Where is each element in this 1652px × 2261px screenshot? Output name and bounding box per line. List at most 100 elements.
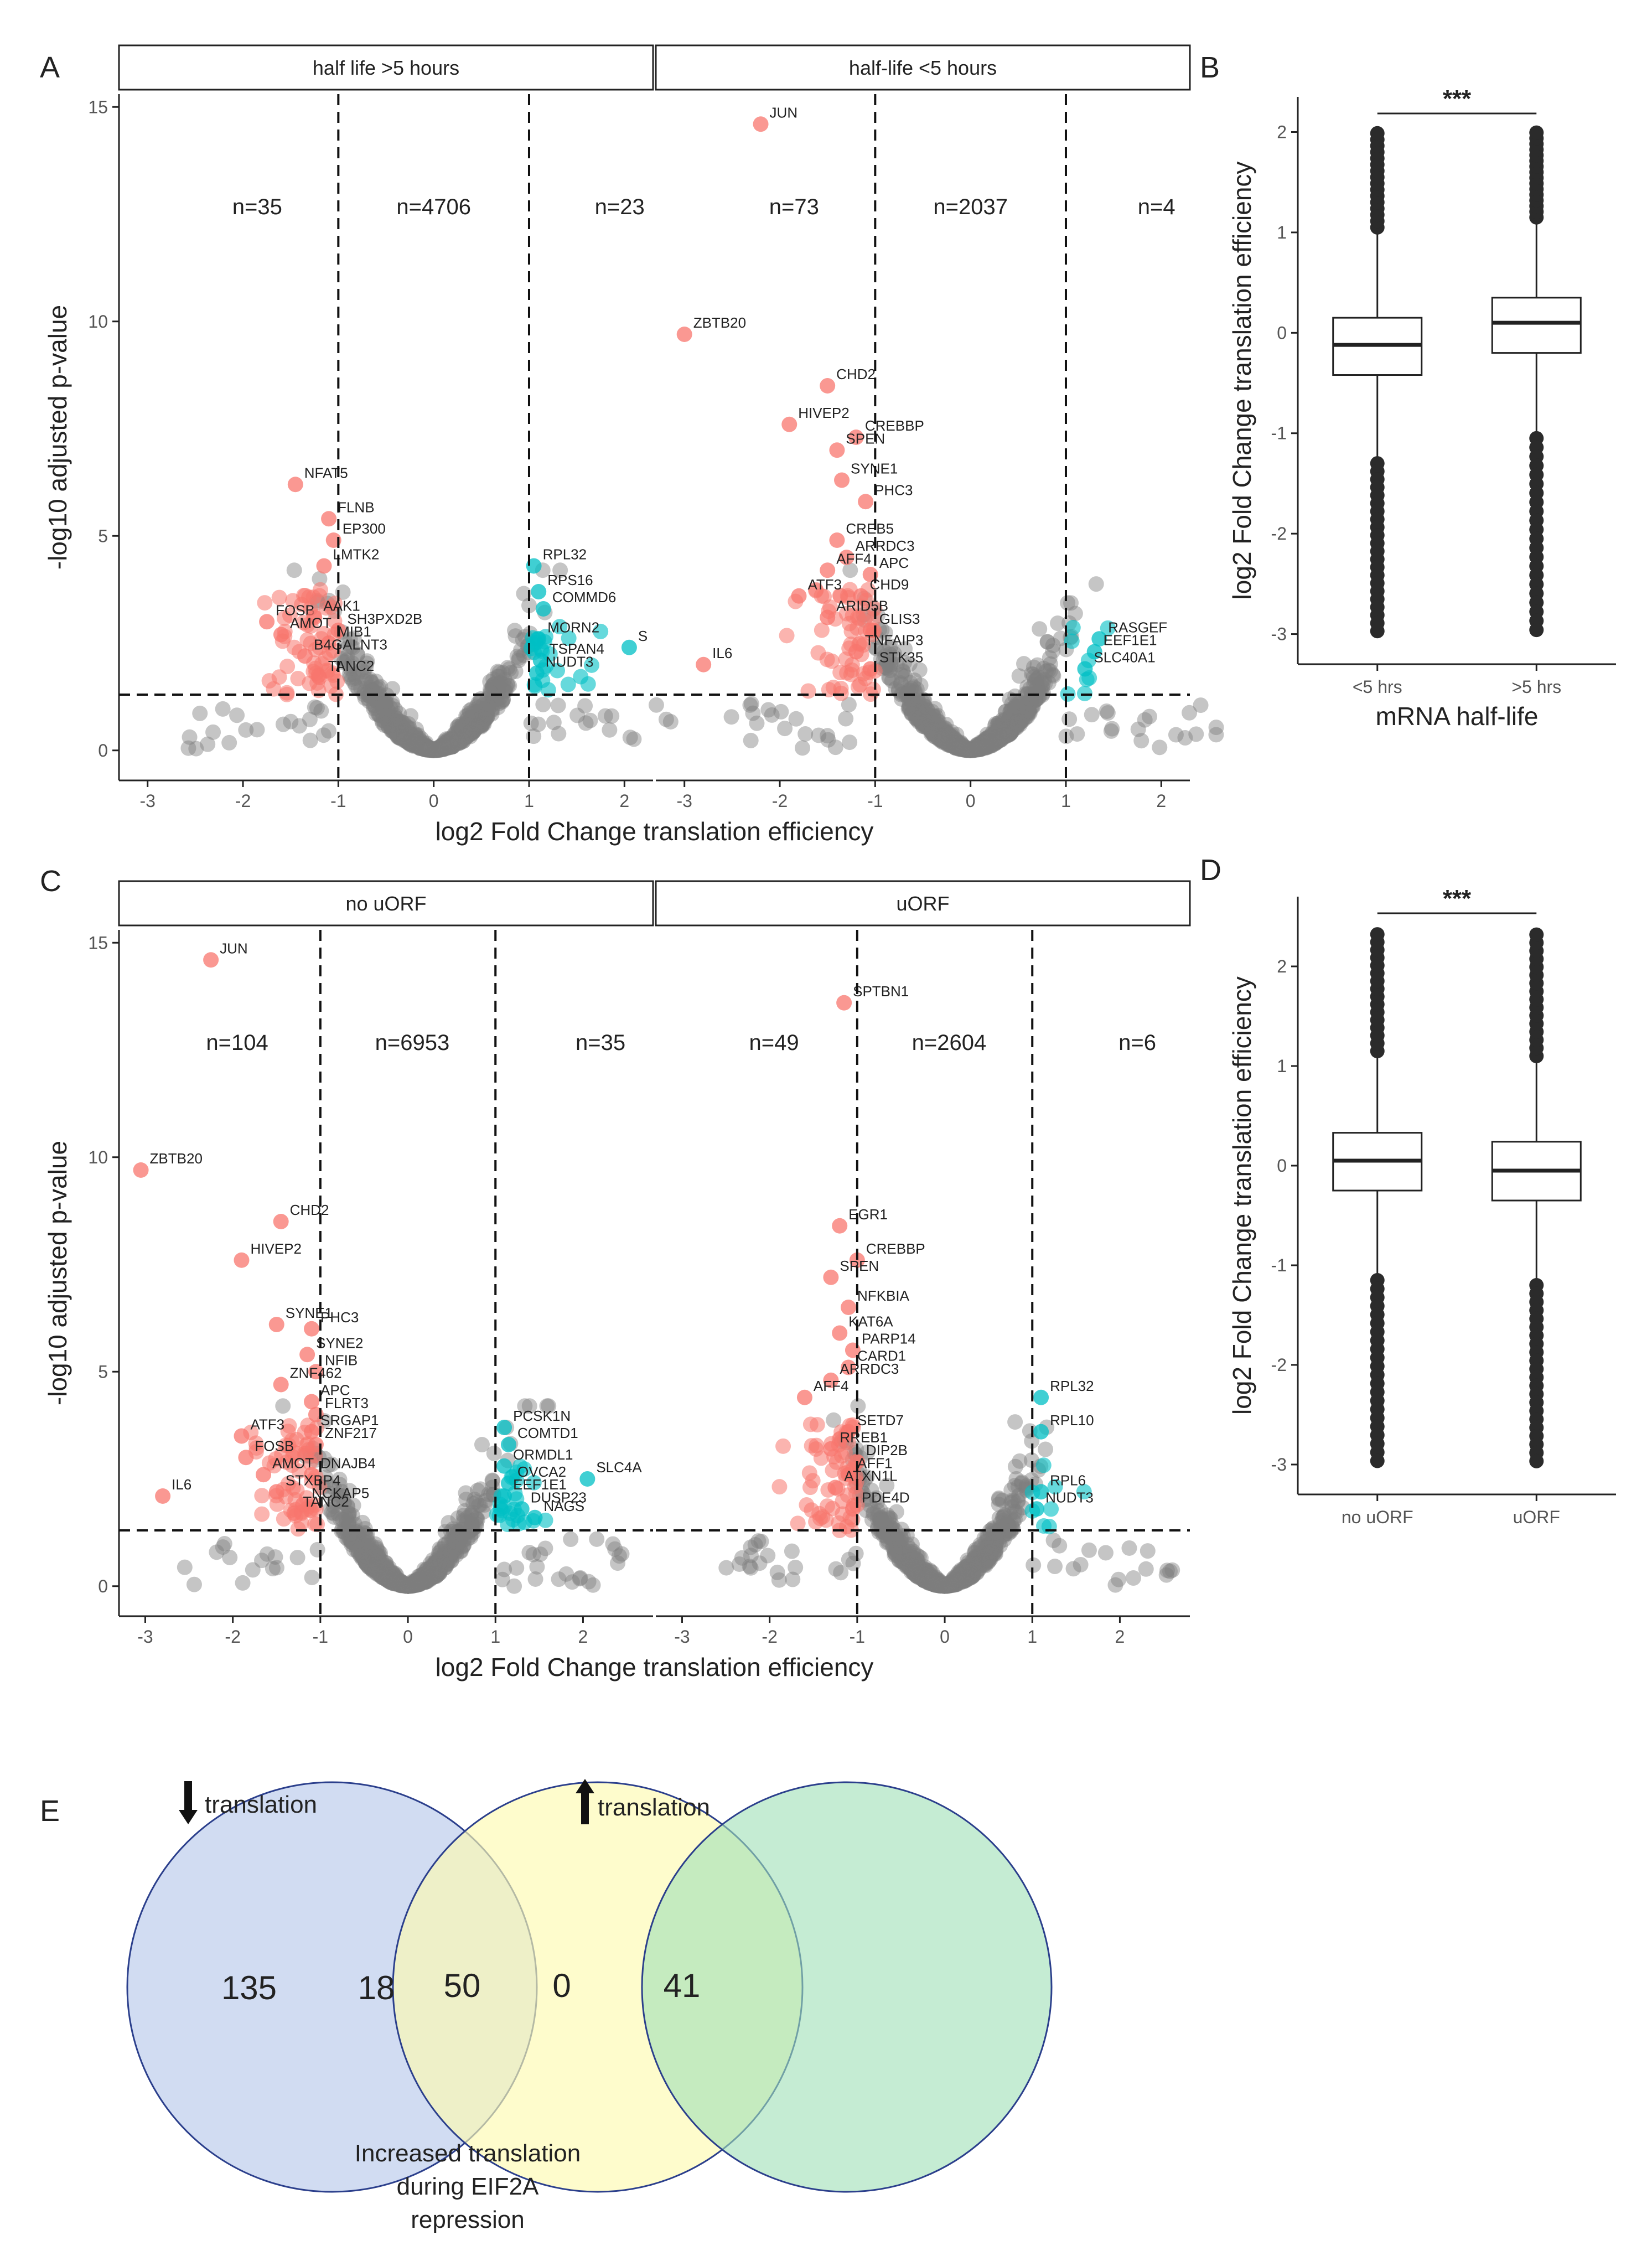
- scatter-point-ns: [401, 724, 417, 740]
- scatter-point-ns: [469, 713, 485, 729]
- scatter-point-ns: [275, 1398, 291, 1414]
- gene-label: CREB5: [846, 520, 894, 537]
- scatter-point-ns: [422, 742, 438, 758]
- y-tick-label: 5: [98, 1362, 108, 1382]
- y-tick-label: -3: [1271, 1455, 1287, 1474]
- scatter-point-ns: [463, 715, 479, 731]
- scatter-point-ns: [371, 707, 387, 723]
- gene-label: ZBTB20: [693, 314, 746, 331]
- scatter-point-ns: [456, 729, 472, 745]
- scatter-point-ns: [444, 732, 460, 748]
- scatter-point-ns: [428, 742, 444, 758]
- scatter-point-ns: [1088, 576, 1104, 592]
- scatter-point-ns: [444, 736, 460, 752]
- x-tick-label: 0: [429, 791, 439, 811]
- scatter-point-ns: [648, 697, 664, 713]
- gene-label: ORMDL1: [513, 1446, 573, 1463]
- gene-label: CREBBP: [866, 1240, 925, 1257]
- scatter-point-ns: [451, 732, 467, 748]
- scatter-point-ns: [375, 712, 391, 728]
- scatter-point-ns: [381, 703, 397, 720]
- scatter-point-ns: [398, 732, 415, 748]
- scatter-point-ns: [388, 713, 404, 729]
- gene-point: [791, 588, 807, 604]
- scatter-point-ns: [484, 706, 500, 722]
- scatter-point-ns: [908, 703, 924, 720]
- scatter-point-ns: [370, 692, 386, 708]
- scatter-point-ns: [410, 735, 426, 751]
- scatter-point-ns: [385, 681, 401, 697]
- point-cloud: [718, 1398, 1180, 1594]
- scatter-point-down: [279, 685, 295, 701]
- scatter-point-ns: [428, 742, 444, 758]
- scatter-point-ns: [436, 741, 452, 756]
- scatter-point-ns: [521, 597, 537, 613]
- scatter-point-ns: [410, 727, 426, 743]
- scatter-point-ns: [402, 734, 418, 750]
- count-label: n=4706: [396, 195, 471, 219]
- scatter-point-ns: [424, 742, 441, 758]
- scatter-point-ns: [393, 728, 410, 744]
- scatter-point-ns: [464, 725, 480, 741]
- x-tick-label: -2: [762, 1627, 777, 1647]
- gene-point: [696, 656, 712, 672]
- scatter-point-down: [779, 628, 795, 644]
- gene-point: [621, 639, 637, 655]
- scatter-point-ns: [464, 712, 480, 728]
- scatter-point-ns: [400, 731, 416, 747]
- scatter-point-ns: [410, 732, 426, 748]
- scatter-point-ns: [402, 736, 418, 752]
- y-tick-label: -1: [1271, 1255, 1287, 1275]
- scatter-point-ns: [1140, 1543, 1156, 1559]
- scatter-point-ns: [432, 742, 448, 758]
- y-tick-label: 10: [88, 1147, 108, 1167]
- gene-label: RPL32: [1050, 1378, 1094, 1394]
- scatter-point-ns: [411, 735, 427, 751]
- count-label: n=73: [769, 195, 819, 219]
- scatter-point-ns: [797, 726, 814, 742]
- scatter-point-ns: [465, 703, 481, 720]
- scatter-point-ns: [378, 715, 394, 731]
- scatter-point-ns: [501, 677, 517, 694]
- scatter-point-ns: [186, 1576, 202, 1592]
- x-tick-label: 2: [619, 791, 629, 811]
- scatter-point-ns: [607, 1541, 623, 1557]
- scatter-point-ns: [384, 695, 400, 711]
- scatter-point-ns: [397, 733, 413, 749]
- scatter-point-ns: [1164, 1562, 1180, 1578]
- venn-count-down-middle: 18: [358, 1969, 395, 2006]
- scatter-point-ns: [389, 725, 405, 741]
- scatter-point-ns: [433, 742, 449, 758]
- scatter-point-ns: [1004, 1520, 1020, 1536]
- y-tick-label: 1: [1277, 223, 1287, 242]
- scatter-point-ns: [469, 718, 485, 734]
- scatter-point-ns: [401, 733, 417, 749]
- scatter-point-ns: [454, 731, 470, 747]
- y-tick-label: 0: [98, 1576, 108, 1596]
- scatter-point-ns: [400, 720, 416, 736]
- gene-point: [579, 1471, 595, 1487]
- gene-label: KAT6A: [848, 1313, 893, 1330]
- scatter-point-ns: [382, 712, 398, 728]
- x-axis-title: log2 Fold Change translation efficiency: [436, 817, 874, 846]
- y-tick-label: -1: [1271, 423, 1287, 443]
- gene-label: ZBTB20: [150, 1150, 203, 1167]
- scatter-point-ns: [482, 681, 498, 697]
- scatter-point-ns: [419, 740, 435, 756]
- scatter-point-ns: [436, 739, 452, 755]
- scatter-point-ns: [407, 736, 423, 752]
- scatter-point-ns: [438, 738, 454, 754]
- count-label: n=6953: [375, 1031, 450, 1055]
- scatter-point-ns: [385, 721, 401, 737]
- scatter-point-ns: [449, 734, 465, 751]
- scatter-point-ns: [411, 737, 427, 753]
- scatter-point-ns: [386, 721, 402, 737]
- scatter-point-ns: [430, 741, 446, 757]
- scatter-point-ns: [432, 1552, 448, 1568]
- scatter-point-ns: [336, 653, 352, 669]
- scatter-point-ns: [485, 679, 501, 695]
- scatter-point-ns: [477, 711, 493, 727]
- panel-label-d: D: [1200, 853, 1221, 887]
- scatter-point-ns: [432, 739, 448, 755]
